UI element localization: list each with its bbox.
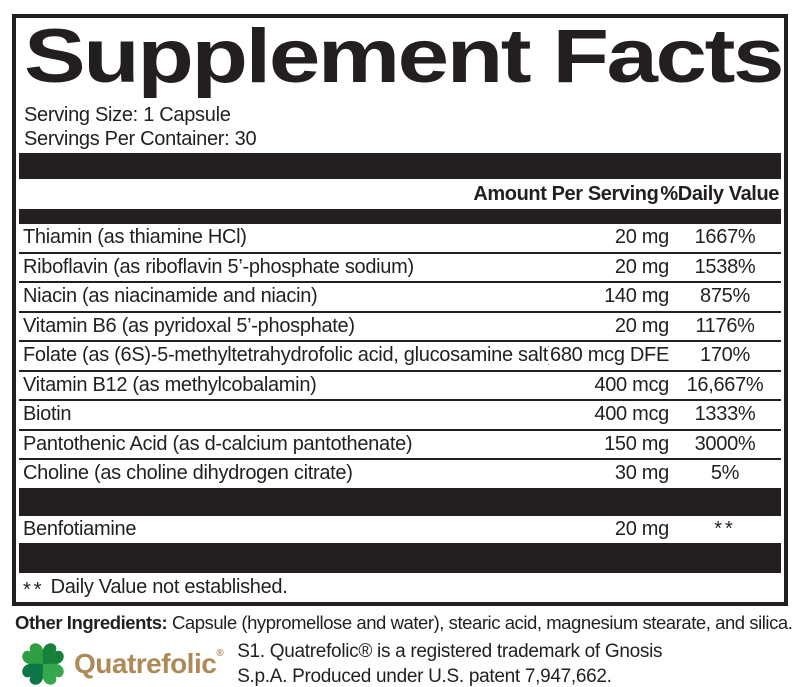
footnote-text: Daily Value not established.: [50, 576, 288, 598]
ingredient-daily-value: 5%: [710, 462, 740, 485]
panel-title: Supplement Facts: [24, 21, 781, 99]
ingredient-amount: 20 mg: [614, 255, 669, 278]
table-row: Thiamin (as thiamine HCl) 20 mg 1667%: [19, 224, 781, 254]
ingredient-daily-value: 1667%: [694, 226, 756, 249]
ingredient-daily-value: 1333%: [694, 403, 756, 426]
table-row: Choline (as choline dihydrogen citrate) …: [19, 460, 781, 488]
ingredient-name: Niacin (as niacinamide and niacin): [23, 285, 318, 308]
panel-title-wrap: Supplement Facts: [19, 21, 781, 103]
table-row: Vitamin B12 (as methylcobalamin) 400 mcg…: [19, 372, 781, 401]
ingredient-amount: 20 mg: [614, 517, 669, 540]
ingredient-amount: 140 mg: [604, 285, 669, 308]
table-row: Folate (as (6S)-5-methyltetrahydrofolic …: [19, 342, 781, 372]
other-ingredients-text: Capsule (hypromellose and water), steari…: [167, 612, 793, 633]
quatrefolic-logo: Quatrefolic®: [14, 638, 224, 687]
other-ingredients: Other Ingredients: Capsule (hypromellose…: [15, 612, 793, 634]
clover-icon: [22, 643, 64, 685]
divider-bar-top: [19, 153, 781, 179]
table-row: Vitamin B6 (as pyridoxal 5’-phosphate) 2…: [19, 313, 781, 342]
servings-per-container: Servings Per Container: 30: [24, 128, 257, 150]
ingredient-amount: 20 mg: [614, 226, 669, 249]
divider-bar-bottom: [19, 542, 781, 573]
ingredient-amount: 400 mcg: [594, 373, 669, 396]
ingredient-daily-value: 16,667%: [686, 373, 764, 396]
table-row: Pantothenic Acid (as d-calcium pantothen…: [19, 431, 781, 460]
ingredient-name: Vitamin B12 (as methylcobalamin): [23, 373, 317, 396]
trademark-footer: Quatrefolic® S1. Quatrefolic® is a regis…: [14, 638, 663, 687]
ingredient-amount: 20 mg: [614, 314, 669, 337]
ingredient-amount: 30 mg: [614, 462, 669, 485]
serving-size: Serving Size: 1 Capsule: [24, 104, 231, 126]
ingredient-name: Thiamin (as thiamine HCl): [23, 226, 247, 249]
supplement-facts-panel: Supplement Facts Serving Size: 1 Capsule…: [12, 14, 788, 606]
trademark-line-1: S1. Quatrefolic® is a registered tradema…: [237, 641, 663, 662]
table-row: Biotin 400 mcg 1333%: [19, 401, 781, 431]
ingredient-daily-value: 875%: [700, 285, 750, 308]
header-percent-daily-value: %Daily Value: [660, 182, 779, 205]
ingredient-daily-value: 1176%: [695, 314, 755, 337]
ingredient-name: Choline (as choline dihydrogen citrate): [23, 462, 353, 485]
table-header-row: Amount Per Serving %Daily Value: [19, 179, 781, 209]
header-amount-per-serving: Amount Per Serving: [473, 182, 659, 205]
registered-mark-icon: ®: [216, 648, 224, 659]
ingredient-daily-value: 170%: [700, 344, 750, 367]
other-ingredients-label: Other Ingredients:: [15, 612, 168, 633]
divider-bar-header: [19, 209, 781, 224]
ingredient-name: Folate (as (6S)-5-methyltetrahydrofolic …: [23, 344, 549, 367]
ingredient-daily-value: 3000%: [694, 432, 756, 455]
ingredient-name: Pantothenic Acid (as d-calcium pantothen…: [23, 432, 413, 455]
trademark-line-2: S.p.A. Produced under U.S. patent 7,947,…: [237, 666, 612, 687]
table-row: Riboflavin (as riboflavin 5’-phosphate s…: [19, 254, 781, 283]
ingredient-name: Benfotiamine: [23, 517, 137, 540]
ingredient-amount: 400 mcg: [594, 403, 669, 426]
ingredient-daily-value: **: [714, 517, 736, 540]
panel-title-svg: Supplement Facts: [24, 21, 781, 99]
ingredient-name: Vitamin B6 (as pyridoxal 5’-phosphate): [23, 314, 355, 337]
table-row: Niacin (as niacinamide and niacin) 140 m…: [19, 283, 781, 313]
ingredient-amount: 680 mcg DFE: [550, 344, 669, 367]
footnote-asterisks: **: [23, 579, 45, 601]
trademark-statement: S1. Quatrefolic® is a registered tradema…: [237, 639, 662, 687]
divider-bar-mid: [19, 487, 781, 516]
ingredient-amount: 150 mg: [604, 432, 669, 455]
table-row: Benfotiamine 20 mg **: [19, 516, 781, 543]
ingredient-name: Riboflavin (as riboflavin 5’-phosphate s…: [23, 255, 414, 278]
quatrefolic-wordmark: Quatrefolic®: [74, 648, 224, 679]
daily-value-footnote: ** Daily Value not established.: [19, 573, 781, 603]
ingredient-name: Biotin: [23, 403, 72, 426]
ingredient-daily-value: 1538%: [694, 255, 756, 278]
